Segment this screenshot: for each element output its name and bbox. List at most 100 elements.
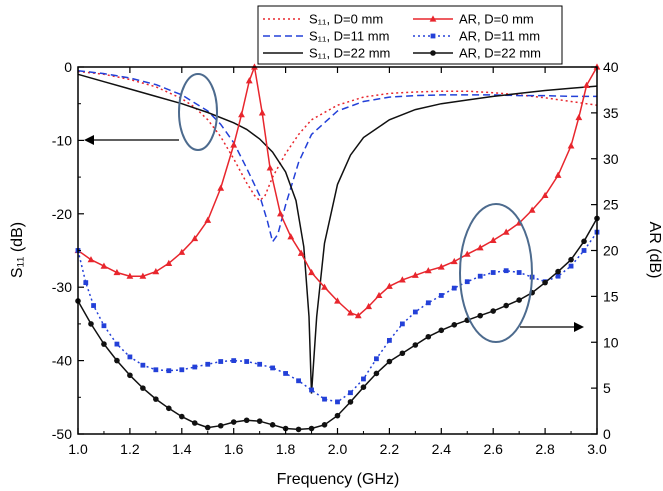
data-point-5-34: [490, 270, 496, 275]
data-point-5-25: [374, 356, 379, 362]
series-1: [77, 70, 598, 202]
data-point-5-9: [166, 368, 172, 374]
data-point-6-38: [555, 268, 561, 275]
data-point-6-11: [204, 424, 211, 431]
legend-label: S₁₁, D=22 mm: [309, 46, 390, 61]
data-point-6-23: [360, 384, 367, 391]
data-point-4-30: [398, 276, 406, 283]
data-point-5-24: [361, 376, 366, 382]
data-point-4-14: [238, 111, 245, 118]
data-point-4-38: [502, 228, 510, 235]
data-point-5-31: [451, 285, 457, 291]
data-point-4-42: [554, 171, 562, 178]
data-point-5-6: [127, 354, 133, 360]
data-point-5-39: [555, 273, 561, 279]
data-point-6-10: [191, 420, 198, 426]
data-point-4-11: [204, 216, 212, 223]
data-point-6-16: [269, 422, 276, 428]
y-left-tick-label: -40: [52, 353, 72, 369]
data-point-5-17: [270, 365, 276, 371]
y-left-tick-label: -20: [52, 206, 72, 222]
y-left-tick-label: -50: [52, 426, 72, 442]
data-point-5-41: [581, 248, 587, 253]
data-point-5-13: [218, 359, 224, 364]
data-point-4-18: [266, 164, 274, 171]
y-right-tick-label: 35: [603, 105, 619, 121]
x-tick-label: 2.6: [483, 441, 503, 457]
data-point-5-30: [438, 293, 444, 298]
legend-label: S₁₁, D=0 mm: [309, 12, 383, 27]
data-point-6-15: [256, 418, 263, 424]
data-point-5-35: [503, 268, 509, 274]
data-point-5-14: [231, 358, 237, 363]
legend-marker: [430, 50, 436, 56]
ticks-layer: 1.0 1.2 1.4 1.6 1.8 2.0 2.2 2.4 2.6 2.8 3.00-10-20…: [52, 59, 619, 457]
y-right-tick-label: 40: [603, 59, 619, 75]
data-point-6-22: [347, 399, 354, 405]
data-point-5-21: [322, 396, 327, 402]
data-point-5-27: [399, 321, 405, 327]
y-right-tick-label: 15: [603, 288, 619, 304]
y-right-tick-label: 0: [603, 426, 611, 442]
series-layer: [74, 63, 601, 433]
data-point-6-19: [308, 425, 315, 432]
y-axis-title-right: AR (dB): [646, 222, 663, 279]
data-point-4-9: [178, 248, 186, 255]
series-6: [75, 215, 600, 433]
data-point-6-32: [477, 312, 484, 319]
y-right-tick-label: 25: [603, 197, 619, 213]
data-point-6-9: [179, 413, 185, 420]
data-point-4-4: [113, 268, 121, 276]
data-point-4-21: [297, 249, 305, 256]
data-point-6-4: [114, 357, 120, 364]
data-point-4-3: [100, 262, 108, 269]
data-point-4-31: [411, 271, 419, 278]
data-point-5-19: [296, 378, 301, 384]
data-point-6-21: [334, 412, 341, 419]
data-point-4-40: [528, 206, 536, 213]
data-point-5-36: [516, 270, 522, 275]
data-point-5-18: [283, 371, 288, 376]
data-point-6-39: [568, 256, 574, 263]
data-point-6-5: [127, 372, 133, 379]
legend-marker: [430, 33, 436, 39]
data-point-4-29: [386, 282, 393, 289]
data-point-4-13: [230, 141, 238, 148]
data-point-6-37: [542, 279, 548, 286]
data-point-5-16: [257, 361, 263, 367]
s11-arrow-head: [84, 135, 94, 145]
data-point-6-26: [399, 350, 406, 357]
data-point-6-35: [516, 297, 522, 303]
data-point-4-19: [277, 210, 284, 217]
legend-label: AR, D=0 mm: [459, 12, 534, 27]
data-point-4-43: [567, 142, 575, 149]
data-point-6-6: [140, 385, 146, 391]
data-point-5-40: [568, 263, 574, 269]
x-tick-label: 1.2: [120, 441, 140, 457]
data-point-4-10: [191, 234, 199, 242]
x-tick-label: 2.0: [328, 441, 348, 457]
series-line-3: [77, 73, 598, 394]
data-point-4-36: [476, 244, 484, 251]
data-point-6-8: [166, 405, 172, 412]
data-point-4-8: [165, 259, 173, 266]
data-point-4-20: [287, 233, 295, 240]
data-point-5-26: [387, 338, 392, 343]
data-point-4-5: [126, 272, 134, 279]
series-line-5: [77, 231, 598, 403]
data-point-5-23: [348, 390, 353, 396]
data-point-6-20: [321, 422, 328, 428]
data-point-4-35: [463, 250, 471, 257]
data-point-4-37: [489, 236, 497, 244]
data-point-4-7: [152, 268, 160, 275]
legend-box: [257, 5, 563, 65]
x-tick-label: 2.8: [535, 441, 555, 457]
data-point-5-28: [412, 309, 418, 315]
data-point-4-26: [354, 312, 362, 319]
y-right-tick-label: 20: [603, 243, 619, 259]
data-point-4-27: [365, 302, 373, 310]
series-2: [77, 69, 597, 244]
y-left-tick-label: -30: [52, 279, 72, 295]
data-point-5-7: [140, 362, 146, 368]
legend-marker: [429, 15, 437, 22]
